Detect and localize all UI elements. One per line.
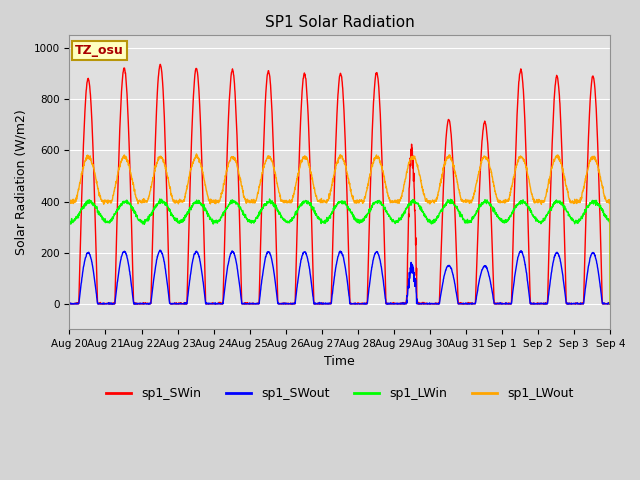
sp1_SWin xyxy=(157,61,164,67)
sp1_LWin xyxy=(367,206,375,212)
sp1_SWout xyxy=(574,301,582,307)
sp1_SWin xyxy=(607,301,614,307)
sp1_SWin xyxy=(497,301,505,307)
sp1_LWin xyxy=(497,218,505,224)
Y-axis label: Solar Radiation (W/m2): Solar Radiation (W/m2) xyxy=(15,109,28,255)
sp1_SWout xyxy=(356,301,364,307)
sp1_LWin xyxy=(559,203,566,208)
Text: TZ_osu: TZ_osu xyxy=(75,44,124,57)
sp1_SWout xyxy=(156,247,164,253)
sp1_LWin xyxy=(607,301,614,307)
sp1_SWin xyxy=(574,301,582,307)
sp1_LWout xyxy=(216,194,224,200)
sp1_LWout xyxy=(497,198,505,204)
sp1_LWin xyxy=(574,219,582,225)
sp1_LWout xyxy=(367,168,375,173)
sp1_LWout xyxy=(356,197,364,203)
Line: sp1_LWout: sp1_LWout xyxy=(69,154,611,304)
sp1_SWout xyxy=(367,267,375,273)
sp1_SWout xyxy=(65,301,73,307)
X-axis label: Time: Time xyxy=(324,355,355,368)
sp1_SWin xyxy=(356,301,364,307)
sp1_SWin xyxy=(559,180,567,185)
sp1_SWin xyxy=(67,301,74,307)
sp1_LWout xyxy=(559,169,566,175)
sp1_LWout xyxy=(607,301,614,307)
sp1_SWout xyxy=(497,300,505,306)
sp1_SWout xyxy=(607,301,614,307)
sp1_SWout xyxy=(66,301,74,307)
sp1_SWin xyxy=(367,148,375,154)
sp1_LWout xyxy=(574,199,582,205)
sp1_LWin xyxy=(156,196,164,202)
Title: SP1 Solar Radiation: SP1 Solar Radiation xyxy=(265,15,415,30)
sp1_LWout xyxy=(193,151,200,157)
sp1_SWin xyxy=(65,301,73,307)
sp1_SWout xyxy=(559,273,567,279)
sp1_LWout xyxy=(65,199,73,205)
sp1_SWout xyxy=(217,301,225,307)
sp1_LWin xyxy=(216,216,224,222)
Line: sp1_LWin: sp1_LWin xyxy=(69,199,611,304)
Line: sp1_SWin: sp1_SWin xyxy=(69,64,611,304)
sp1_LWin xyxy=(356,219,364,225)
Legend: sp1_SWin, sp1_SWout, sp1_LWin, sp1_LWout: sp1_SWin, sp1_SWout, sp1_LWin, sp1_LWout xyxy=(101,383,579,406)
sp1_LWin xyxy=(65,216,73,222)
sp1_SWin xyxy=(217,300,225,305)
Line: sp1_SWout: sp1_SWout xyxy=(69,250,611,304)
